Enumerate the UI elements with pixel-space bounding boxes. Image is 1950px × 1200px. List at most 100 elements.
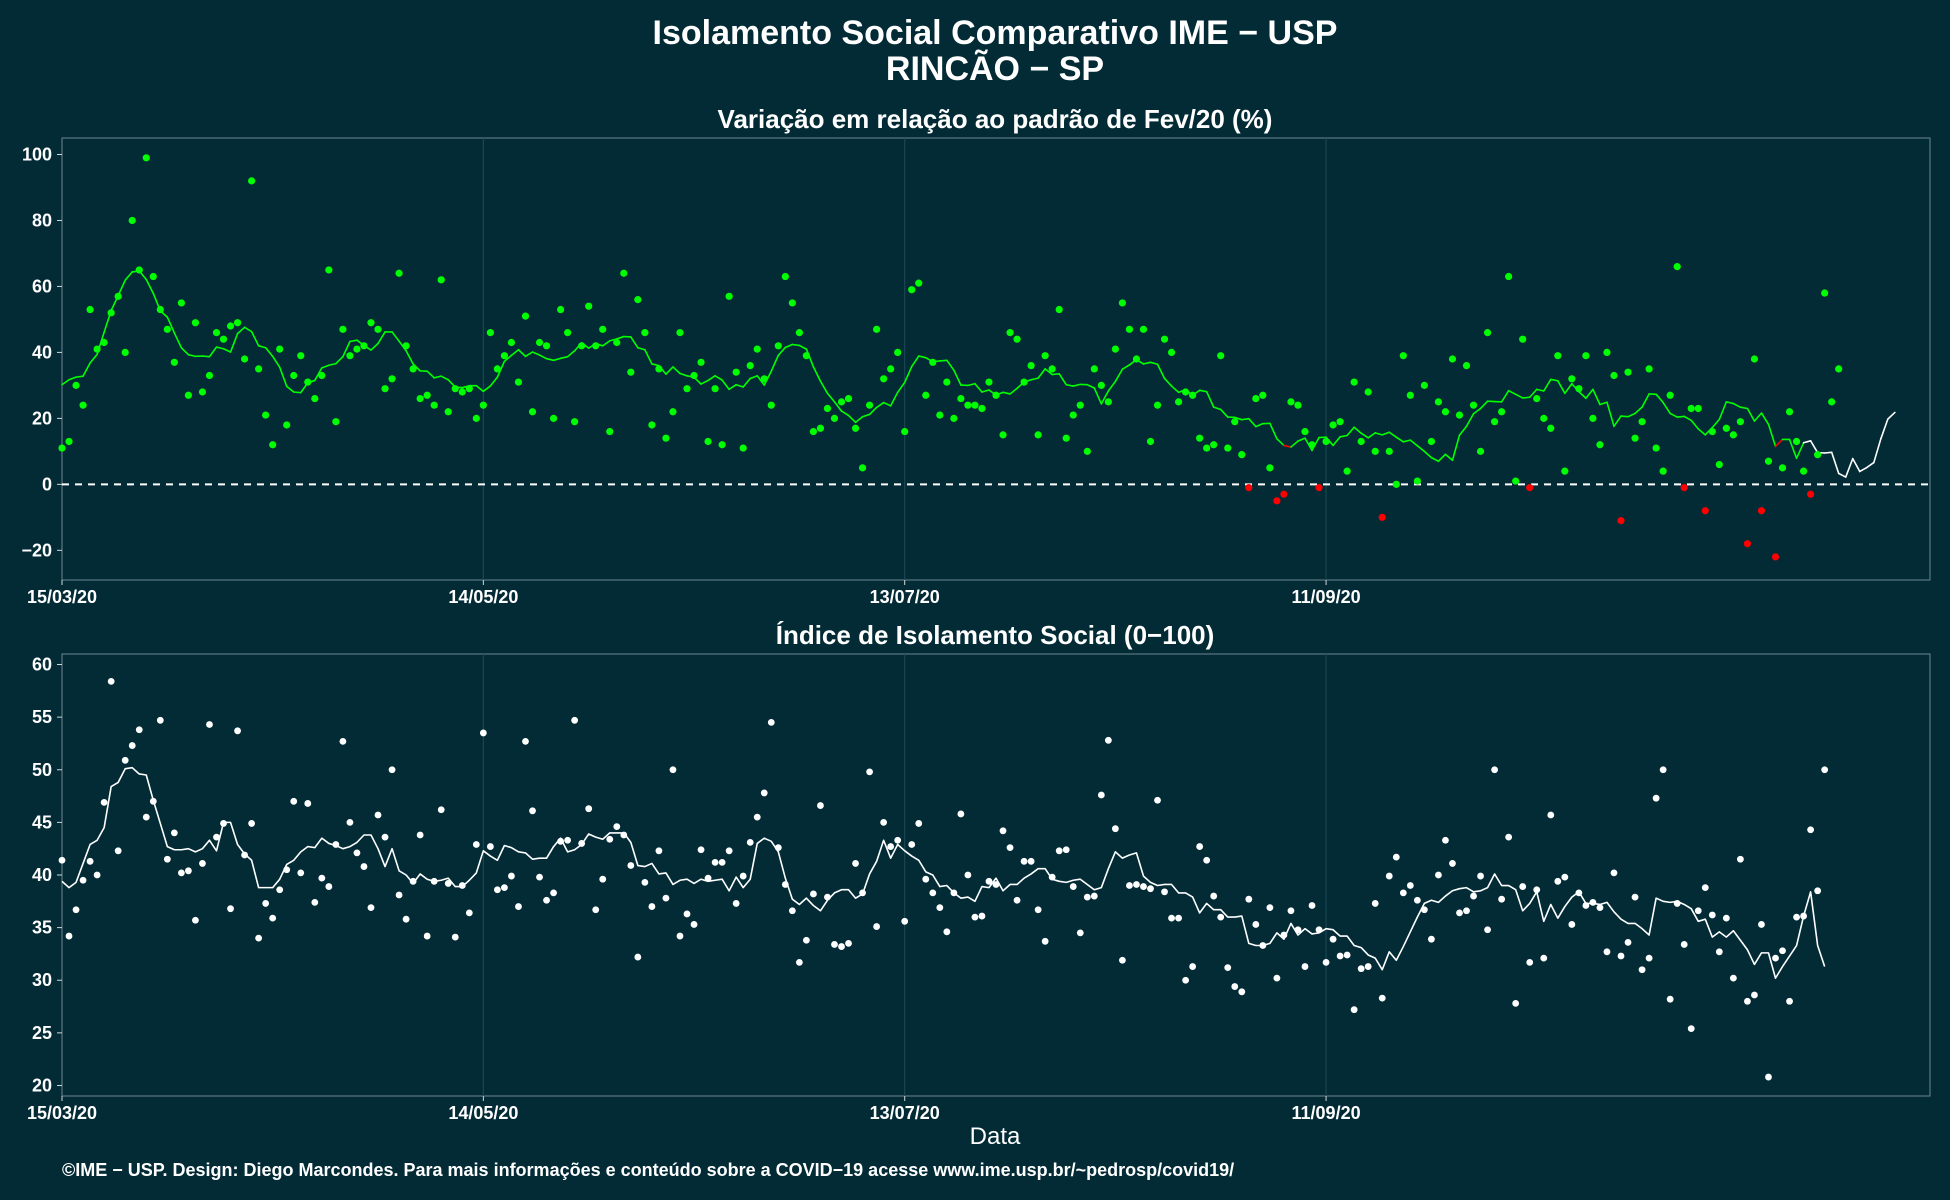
moving-average-segment <box>1332 436 1341 447</box>
moving-average-segment <box>1613 415 1622 428</box>
moving-average-segment <box>1655 393 1664 404</box>
data-point <box>465 385 473 393</box>
data-point <box>535 338 544 347</box>
data-point <box>353 345 361 353</box>
data-point <box>1596 441 1604 449</box>
data-point <box>58 444 66 452</box>
data-point <box>501 884 508 892</box>
moving-average-segment <box>1851 457 1861 473</box>
moving-average-segment <box>847 414 857 424</box>
data-point <box>950 414 958 422</box>
data-point <box>704 874 712 882</box>
data-point <box>472 414 480 422</box>
moving-average-segment <box>721 379 730 391</box>
data-point <box>205 371 214 380</box>
data-point <box>388 375 396 383</box>
moving-average-segment <box>910 355 920 368</box>
data-point <box>908 286 916 294</box>
data-point <box>325 883 333 890</box>
data-point <box>1610 371 1618 380</box>
data-point <box>746 838 754 846</box>
data-point <box>1378 994 1386 1002</box>
moving-average-segment <box>630 336 639 349</box>
moving-average-segment <box>700 379 709 385</box>
moving-average-segment <box>538 354 548 360</box>
data-point <box>1287 907 1295 915</box>
moving-average-segment <box>1732 402 1742 408</box>
data-point <box>606 835 614 843</box>
moving-average-segment <box>1395 436 1405 443</box>
data-point <box>79 876 87 884</box>
data-point <box>564 329 572 337</box>
data-point <box>1442 836 1449 844</box>
data-point <box>718 858 726 866</box>
data-point <box>1800 912 1807 920</box>
moving-average-segment <box>861 413 871 418</box>
data-point <box>1701 884 1709 892</box>
moving-average-segment <box>1837 472 1847 478</box>
moving-average-segment <box>615 335 625 340</box>
data-point <box>458 882 466 889</box>
data-point <box>1708 911 1716 919</box>
data-point <box>1174 398 1183 406</box>
moving-average-segment <box>173 332 183 349</box>
moving-average-segment <box>524 351 534 358</box>
data-point <box>1322 437 1330 446</box>
data-point <box>592 906 600 914</box>
moving-average-segment <box>187 353 197 358</box>
panel-index-frame <box>61 653 1931 1097</box>
data-point <box>957 394 965 403</box>
data-point <box>1751 991 1758 999</box>
data-point <box>241 851 248 859</box>
data-point <box>978 912 986 920</box>
moving-average-segment <box>1030 377 1039 381</box>
moving-average-segment <box>1753 412 1763 422</box>
data-point <box>669 766 677 774</box>
data-point <box>212 329 221 337</box>
data-point <box>753 813 761 821</box>
moving-average-segment <box>953 369 962 386</box>
data-point <box>1427 935 1435 943</box>
data-point <box>971 913 979 921</box>
data-point <box>1406 882 1414 889</box>
data-point <box>1575 889 1583 897</box>
data-point <box>1048 873 1056 881</box>
moving-average-segment <box>1212 406 1222 411</box>
data-point <box>283 421 291 429</box>
data-point <box>423 391 431 399</box>
y-tick-label: 0 <box>42 474 52 494</box>
data-point <box>718 441 726 449</box>
data-point <box>557 837 565 845</box>
data-point <box>529 807 536 815</box>
data-point <box>1350 378 1358 386</box>
data-point <box>360 342 368 350</box>
moving-average-segment <box>1528 388 1538 399</box>
data-point <box>1624 938 1632 946</box>
moving-average-segment <box>875 401 885 409</box>
data-point <box>1736 418 1744 426</box>
data-point <box>444 408 452 416</box>
data-point <box>1364 388 1372 396</box>
moving-average-segment <box>1802 440 1812 444</box>
data-point <box>1245 895 1253 903</box>
data-point <box>367 319 375 327</box>
data-point <box>634 296 642 304</box>
moving-average-segment <box>1711 418 1721 429</box>
data-point <box>1083 447 1091 455</box>
data-point <box>936 904 944 912</box>
data-point <box>1568 921 1576 928</box>
data-point <box>1687 404 1695 413</box>
moving-average-segment <box>601 340 611 347</box>
data-point <box>1420 906 1428 914</box>
data-point <box>1484 926 1491 934</box>
data-point <box>543 896 550 904</box>
data-point <box>65 932 73 940</box>
data-point <box>409 877 417 885</box>
data-point <box>1399 352 1407 360</box>
data-point <box>332 841 340 848</box>
data-point <box>1252 921 1260 928</box>
moving-average-segment <box>1739 406 1749 410</box>
data-point <box>1561 467 1569 475</box>
data-point <box>774 844 782 852</box>
